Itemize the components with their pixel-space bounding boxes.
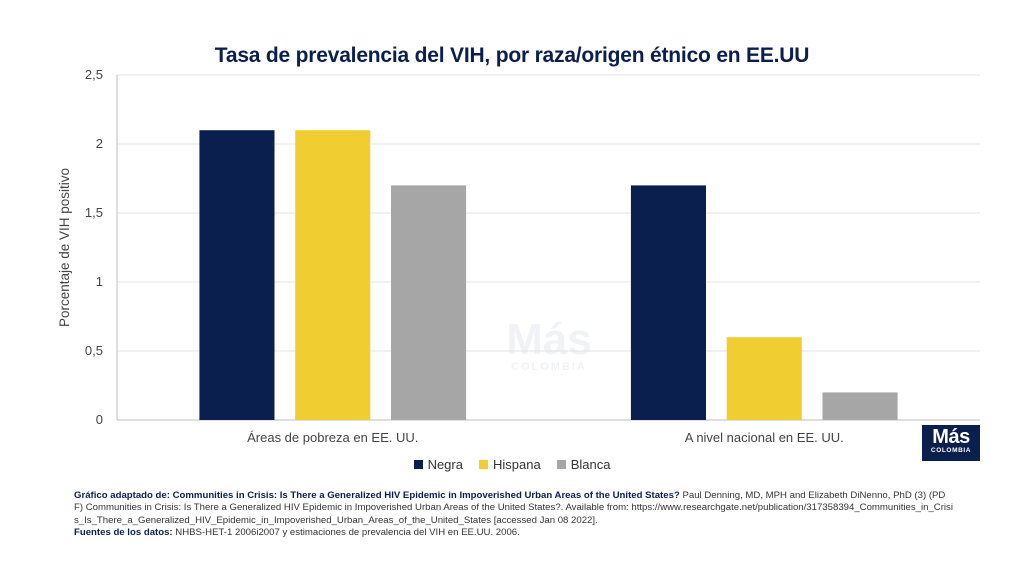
data-sources-label: Fuentes de los datos:	[74, 527, 173, 539]
legend-item-hispana: Hispana	[478, 457, 541, 472]
bar-blanca	[391, 185, 467, 420]
legend-item-negra: Negra	[413, 457, 463, 472]
y-tick-label: 2,5	[85, 67, 103, 82]
bar-hispana	[295, 130, 371, 420]
x-category-label: Áreas de pobreza en EE. UU.	[247, 430, 418, 445]
bar-hispana	[726, 337, 802, 420]
logo-main-text: Más	[932, 426, 970, 448]
logo-sub-text: COLOMBIA	[930, 447, 972, 454]
bar-blanca	[822, 392, 898, 420]
source-citation-text: Paul Denning, MD, MPH and Elizabeth DiNe…	[74, 490, 953, 526]
chart-title: Tasa de prevalencia del VIH, por raza/or…	[214, 44, 810, 67]
legend-swatch	[556, 460, 566, 469]
mas-colombia-logo: Más COLOMBIA	[922, 425, 980, 461]
y-tick-label: 0,5	[85, 343, 103, 358]
legend-item-blanca: Blanca	[556, 457, 611, 472]
y-tick-label: 1,5	[85, 205, 103, 220]
watermark: Más COLOMBIA	[494, 318, 604, 373]
watermark-sub: COLOMBIA	[511, 361, 587, 373]
legend-swatch	[413, 460, 423, 469]
watermark-main: Más	[506, 315, 592, 364]
x-category-label: A nivel nacional en EE. UU.	[685, 430, 844, 445]
bar-negra	[199, 130, 275, 420]
source-citation-label: Gráfico adaptado de: Communities in Cris…	[74, 490, 680, 501]
y-tick-label: 1	[96, 274, 103, 289]
data-sources-text: NHBS-HET-1 2006i2007 y estimaciones de p…	[172, 527, 520, 539]
bar-negra	[630, 185, 706, 420]
legend-label: Hispana	[492, 457, 541, 472]
chart-legend: Negra Hispana Blanca	[0, 457, 1024, 472]
legend-swatch	[478, 460, 488, 469]
source-note: Gráfico adaptado de: Communities in Cris…	[74, 490, 954, 540]
y-axis-title: Porcentaje de VIH positivo	[57, 168, 72, 327]
y-tick-label: 2	[96, 136, 103, 151]
legend-label: Negra	[427, 457, 463, 472]
y-tick-label: 0	[96, 412, 103, 427]
legend-label: Blanca	[570, 457, 611, 472]
